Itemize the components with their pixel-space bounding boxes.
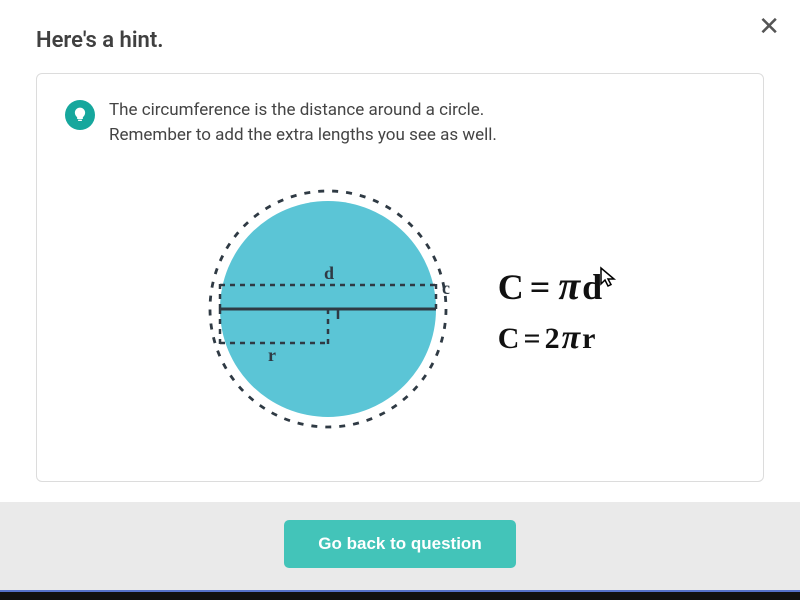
circle-diagram: d r c [198,189,458,429]
formulas-block: C = π d C = 2 π r [498,262,602,357]
pi-symbol-2: π [560,319,583,357]
formula2-lhs: C [498,322,520,356]
pi-symbol: π [556,262,582,309]
formula2-two: 2 [545,322,560,356]
formula2-rhs: r [582,322,595,356]
diameter-label: d [324,263,334,283]
formula-c-equals-pi-d: C = π d [498,262,602,309]
circumference-label: c [442,278,450,298]
hint-text: The circumference is the distance around… [109,98,497,147]
hint-text-row: The circumference is the distance around… [65,98,735,147]
close-icon[interactable]: ✕ [758,14,780,40]
hint-card: The circumference is the distance around… [36,73,764,482]
cursor-icon [598,266,620,288]
hint-modal: ✕ Here's a hint. The circumference is th… [0,0,800,600]
lightbulb-icon [65,100,95,130]
modal-footer: Go back to question [0,502,800,590]
formula1-eq: = [524,266,557,308]
modal-title: Here's a hint. [0,0,800,73]
formula1-lhs: C [498,266,524,308]
radius-label: r [268,345,276,365]
diagram-row: d r c C = π d C = 2 π [65,165,735,453]
hint-line-2: Remember to add the extra lengths you se… [109,125,497,145]
formula2-eq: = [519,322,544,356]
go-back-button[interactable]: Go back to question [284,520,515,568]
taskbar-strip [0,590,800,600]
hint-line-1: The circumference is the distance around… [109,100,484,120]
formula-c-equals-2-pi-r: C = 2 π r [498,319,602,357]
